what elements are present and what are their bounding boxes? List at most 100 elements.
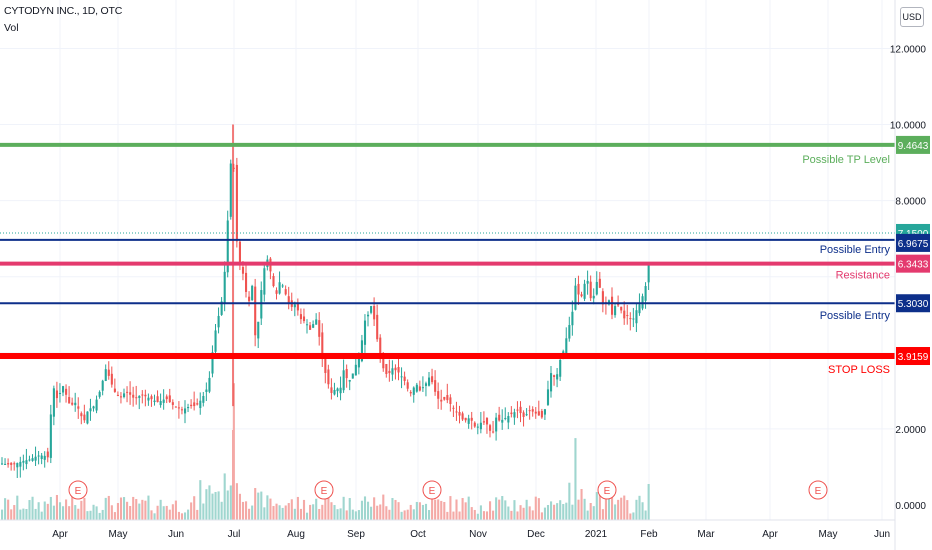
volume-bar [431,498,434,520]
volume-bar [19,509,22,520]
volume-bar [62,506,65,520]
volume-bar [77,508,80,520]
volume-indicator-label[interactable]: Vol [4,22,19,34]
candle [123,393,126,397]
volume-bar [110,505,113,520]
candle [531,409,534,412]
x-tick-label: May [109,529,128,540]
candle [92,406,95,409]
candle [589,281,592,299]
candle [309,325,312,330]
candle [421,387,424,389]
volume-bar [345,510,348,520]
candle [611,296,614,315]
volume-bar [116,503,119,520]
volume-bar [577,499,580,520]
volume-bars [1,383,650,520]
volume-bar [586,510,589,520]
volume-bar [290,499,293,520]
volume-bar [583,498,586,520]
volume-bar [168,509,171,520]
candle [205,389,208,392]
volume-bar [412,509,415,520]
volume-bar [123,497,126,520]
candle [80,413,83,417]
level-label: Possible Entry [820,244,891,256]
candle [418,386,421,391]
volume-bar [37,502,40,520]
volume-bar [476,513,479,520]
volume-bar [223,473,226,520]
candle [187,407,190,409]
candle [455,411,458,413]
volume-bar [260,491,263,520]
candle [601,291,604,305]
volume-bar [479,505,482,520]
candle [83,414,86,421]
candle [55,390,58,399]
volume-bar [424,503,428,520]
volume-bar [574,438,577,520]
volume-bar [196,509,199,520]
volume-bar [296,496,299,520]
candle [470,417,473,421]
candle [101,380,104,391]
candle [13,463,16,465]
volume-bar [534,496,537,520]
candle [507,416,510,423]
volume-bar [525,499,528,520]
volume-bar [101,509,104,520]
level-label: Resistance [836,270,890,282]
volume-bar [135,499,138,520]
volume-bar [455,499,458,520]
volume-bar [492,510,495,520]
candle [119,396,123,398]
candle [379,337,382,354]
price-badge-label: 6.9675 [898,239,929,250]
volume-bar [607,496,611,520]
volume-bar [190,502,193,520]
candle [232,167,235,169]
candles [1,124,650,479]
volume-bar [254,488,257,520]
candle [525,414,528,416]
volume-bar [354,511,357,520]
volume-bar [65,499,68,520]
candle [580,294,583,297]
price-badge-label: 9.4643 [898,141,929,152]
volume-bar [592,506,595,520]
volume-bar [257,492,260,520]
volume-bar [367,501,370,520]
volume-bar [556,503,559,520]
volume-bar [293,508,296,520]
candle [443,396,446,400]
candle [321,332,324,357]
currency-button[interactable]: USD [900,7,924,27]
candle [434,380,437,392]
volume-bar [10,509,13,520]
earnings-circle [314,480,334,500]
symbol-title[interactable]: CYTODYN INC., 1D, OTC [4,5,123,17]
candle [376,314,379,340]
candle [385,363,388,375]
candle [336,388,339,392]
volume-bar [318,508,321,520]
candle [199,400,202,409]
volume-bar [193,496,196,520]
candle [489,425,492,431]
candle [424,383,428,386]
volume-bar [333,505,336,520]
candle [226,220,229,273]
volume-bar [598,493,601,520]
volume-bar [321,504,324,520]
volume-bar [306,512,309,520]
volume-bar [641,502,644,520]
candle [458,411,461,416]
volume-bar [415,501,418,520]
candle [467,418,470,424]
candle [162,399,165,403]
price-badge-bg [896,254,930,273]
volume-bar [519,505,522,520]
